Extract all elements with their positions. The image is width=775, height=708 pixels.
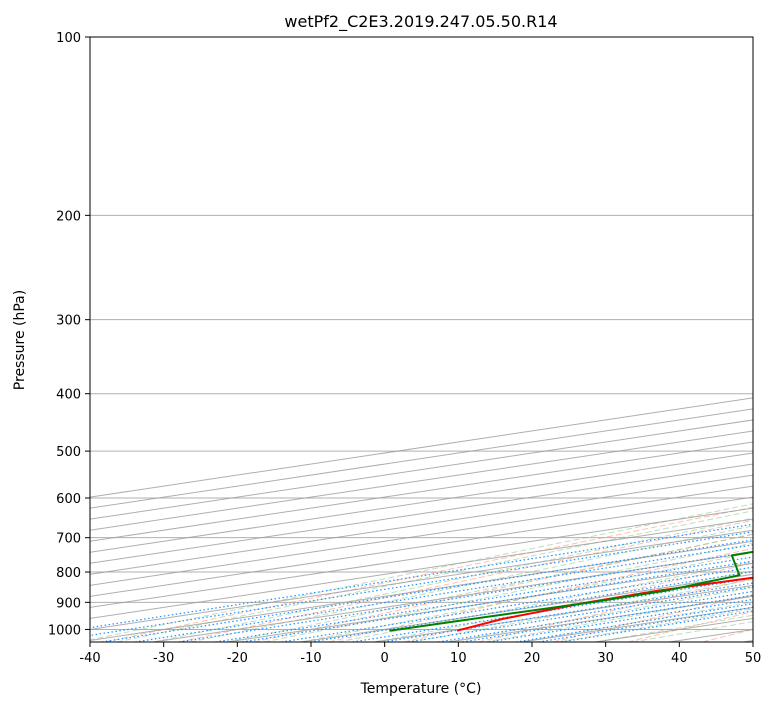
- x-tick-label: -10: [300, 651, 321, 666]
- y-axis-label: Pressure (hPa): [12, 290, 28, 390]
- plot-area-background: [90, 37, 753, 642]
- mixing-ratio-line: [438, 590, 753, 642]
- y-tick-label: 100: [56, 31, 81, 46]
- moist-adiabat: [448, 586, 753, 642]
- moist-adiabat: [190, 525, 753, 642]
- x-axis-label: Temperature (°C): [360, 681, 482, 697]
- mixing-ratio-line: [408, 586, 753, 642]
- isotherm: [90, 485, 753, 586]
- moist-adiabat: [300, 552, 753, 642]
- dry-adiabat: [179, 519, 753, 642]
- isotherm: [90, 507, 753, 608]
- moist-adiabat: [484, 594, 753, 642]
- mixing-ratio-line: [215, 556, 753, 642]
- dry-adiabat: [104, 506, 753, 642]
- mixing-ratio-line: [90, 531, 753, 637]
- y-tick-label: 1000: [48, 623, 81, 638]
- x-tick-label: 0: [381, 651, 389, 666]
- x-tick-label: -40: [79, 651, 100, 666]
- x-tick-label: -20: [227, 651, 248, 666]
- y-tick-label: 800: [56, 566, 81, 581]
- dry-adiabat: [478, 578, 753, 642]
- plot-frame: [89, 36, 754, 643]
- x-tick-label: 10: [450, 651, 467, 666]
- y-tick-label: 400: [56, 388, 81, 403]
- mixing-ratio-line: [383, 582, 753, 642]
- isotherm: [90, 452, 753, 553]
- isotherm: [90, 496, 753, 597]
- moist-adiabat: [411, 578, 753, 642]
- moist-adiabat: [153, 517, 753, 642]
- y-tick-label: 500: [56, 445, 81, 460]
- dry-adiabat: [403, 562, 753, 642]
- y-tick-label: 600: [56, 492, 81, 507]
- x-tick-label: -30: [153, 651, 174, 666]
- x-tick-label: 30: [597, 651, 614, 666]
- x-axis: -40 -30 -20 -10 0 10 20 30 40 50: [79, 642, 761, 666]
- x-tick-label: 20: [524, 651, 541, 666]
- x-tick-label: 50: [745, 651, 762, 666]
- y-axis: 100 200 300 400 500 600 700 800 900 1000: [48, 31, 90, 638]
- y-tick-label: 300: [56, 314, 81, 329]
- y-tick-label: 200: [56, 209, 81, 224]
- isotherm: [90, 474, 753, 575]
- mixing-ratio-line: [101, 539, 753, 642]
- mixing-ratio-line: [90, 523, 753, 629]
- chart-title: wetPf2_C2E3.2019.247.05.50.R14: [284, 12, 557, 32]
- isotherm: [90, 518, 753, 619]
- dewpoint-profile-line: [389, 550, 753, 632]
- mixing-ratio-line: [352, 577, 753, 642]
- isotherm: [90, 529, 753, 630]
- isotherm: [90, 463, 753, 564]
- x-tick-label: 40: [671, 651, 688, 666]
- profiles: [389, 550, 753, 632]
- y-tick-label: 900: [56, 596, 81, 611]
- y-tick-label: 700: [56, 532, 81, 547]
